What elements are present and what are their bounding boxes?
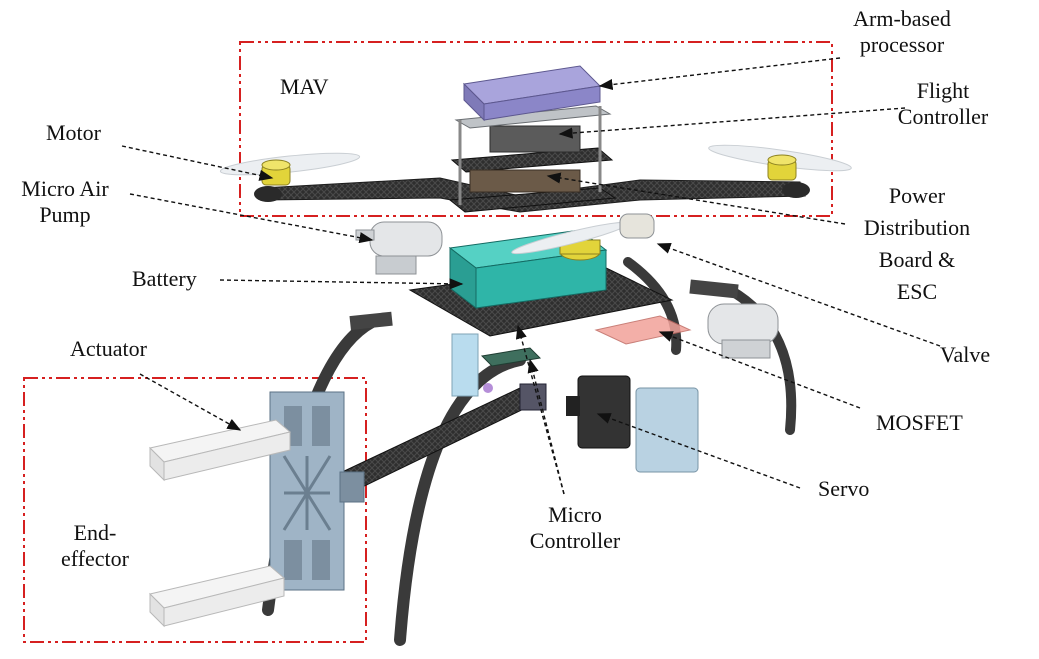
label-line: processor bbox=[859, 32, 945, 57]
label-micro-controller: Micro Controller bbox=[512, 502, 638, 554]
lower-assembly bbox=[149, 213, 797, 646]
label-line: Micro bbox=[548, 502, 602, 527]
label-micro-air-pump: Micro Air Pump bbox=[2, 176, 128, 228]
landing-leg-right bbox=[623, 257, 682, 355]
label-line: Flight bbox=[916, 78, 970, 103]
label-line: Controller bbox=[529, 528, 621, 553]
label-battery: Battery bbox=[132, 266, 197, 291]
leader-actuator bbox=[139, 373, 242, 431]
leader-lines bbox=[121, 57, 941, 495]
label-line: effector bbox=[61, 546, 129, 571]
stack-plate-top bbox=[454, 105, 612, 129]
mav-frame-box bbox=[239, 41, 833, 217]
label-valve: Valve bbox=[940, 342, 991, 367]
leader-power-distribution bbox=[546, 172, 846, 225]
end-effector-boom bbox=[337, 387, 535, 493]
valve-right bbox=[707, 303, 779, 359]
label-servo: Servo bbox=[818, 476, 870, 501]
label-line: ESC bbox=[896, 279, 938, 304]
landing-leg-far-right bbox=[725, 285, 797, 435]
leader-flight-controller bbox=[558, 107, 906, 139]
micro-controller-board bbox=[480, 347, 542, 367]
leader-arm-processor bbox=[598, 57, 841, 91]
servo-housing bbox=[635, 387, 699, 473]
label-line: Power bbox=[888, 183, 946, 208]
leader-micro-controller-2 bbox=[527, 358, 565, 495]
leader-servo bbox=[596, 413, 801, 489]
leader-battery bbox=[219, 278, 464, 290]
label-line: Board & bbox=[878, 247, 956, 272]
actuator-lower bbox=[149, 565, 286, 628]
leader-valve bbox=[656, 243, 941, 347]
label-power-distribution: Power Distribution Board & ESC bbox=[844, 180, 990, 308]
label-end-effector: End- effector bbox=[40, 520, 150, 572]
motor-left bbox=[261, 159, 291, 186]
label-arm-processor: Arm-based processor bbox=[838, 6, 966, 58]
label-line: Micro Air bbox=[21, 176, 109, 201]
power-distribution-board bbox=[469, 169, 581, 193]
label-flight-controller: Flight Controller bbox=[876, 78, 1010, 130]
label-mav: MAV bbox=[280, 74, 329, 99]
label-actuator: Actuator bbox=[70, 336, 147, 361]
label-line: End- bbox=[73, 520, 117, 545]
label-line: Arm-based bbox=[853, 6, 951, 31]
motor-right bbox=[767, 154, 797, 181]
leader-motor bbox=[121, 145, 274, 181]
valve-top bbox=[619, 213, 655, 239]
label-line: Controller bbox=[897, 104, 989, 129]
label-mosfet: MOSFET bbox=[876, 410, 963, 435]
label-line: Distribution bbox=[863, 215, 971, 240]
label-line: Pump bbox=[39, 202, 91, 227]
mav-body bbox=[219, 65, 852, 213]
micro-air-pump bbox=[355, 221, 443, 275]
servo-motor bbox=[566, 375, 631, 449]
actuator-upper bbox=[149, 419, 292, 482]
label-motor: Motor bbox=[46, 120, 101, 145]
leader-mosfet bbox=[658, 331, 861, 409]
end-effector-frame-box bbox=[23, 377, 367, 643]
mosfet-board bbox=[594, 315, 692, 345]
end-effector-frame bbox=[269, 391, 365, 591]
flight-controller-box bbox=[489, 125, 581, 153]
leader-micro-air-pump bbox=[129, 193, 374, 244]
